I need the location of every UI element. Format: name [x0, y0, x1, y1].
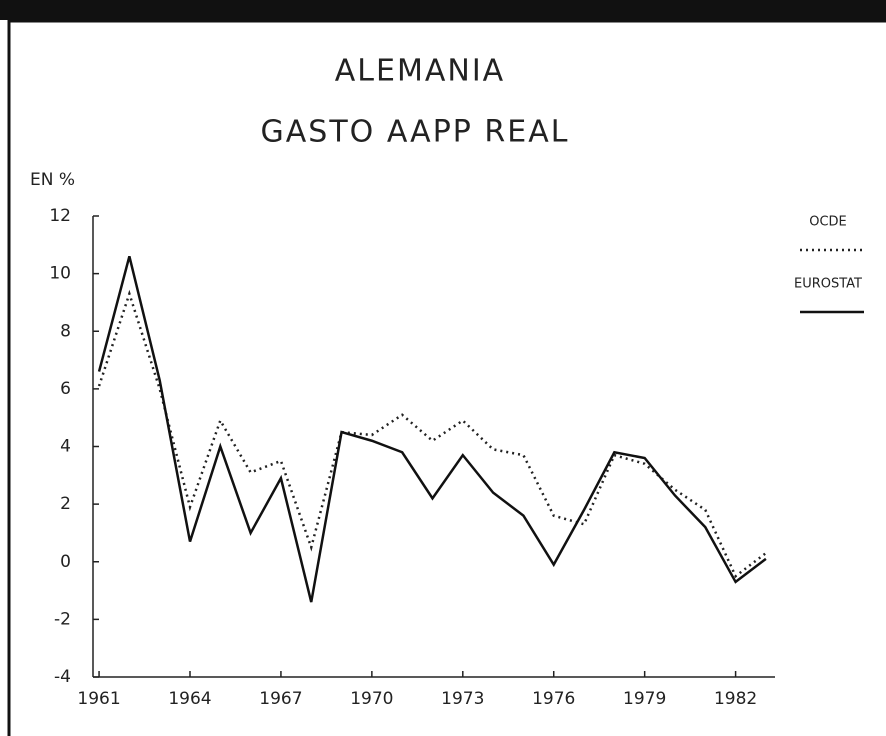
frame: [7, 19, 886, 736]
y-tick-label: 0: [60, 552, 71, 572]
line-series: [97, 289, 767, 579]
x-tick-label: 1976: [532, 689, 575, 709]
y-tick-label: 10: [49, 264, 71, 284]
legend-label: OCDE: [809, 215, 847, 230]
y-tick-label: 8: [60, 321, 71, 341]
top-bar: [0, 0, 886, 20]
x-tick-label: 1982: [714, 689, 757, 709]
y-tick-label: 2: [60, 494, 71, 514]
x-tick-label: 1973: [441, 689, 484, 709]
legend-label: EUROSTAT: [794, 277, 862, 292]
x-tick-label: 1961: [77, 689, 120, 709]
y-tick-label: -2: [54, 609, 71, 629]
y-tick-label: 6: [60, 379, 71, 399]
y-tick-label: 4: [60, 437, 71, 457]
x-tick-label: 1964: [168, 689, 211, 709]
y-tick-label: 12: [49, 206, 71, 226]
y-tick-label: -4: [54, 667, 71, 687]
line-series: [97, 256, 767, 603]
x-tick-label: 1970: [350, 689, 393, 709]
chart-subtitle: GASTO AAPP REAL: [261, 115, 570, 150]
x-tick-label: 1979: [623, 689, 666, 709]
y-axis-label: EN %: [30, 170, 75, 190]
x-tick-label: 1967: [259, 689, 302, 709]
chart-title: ALEMANIA: [335, 54, 505, 89]
